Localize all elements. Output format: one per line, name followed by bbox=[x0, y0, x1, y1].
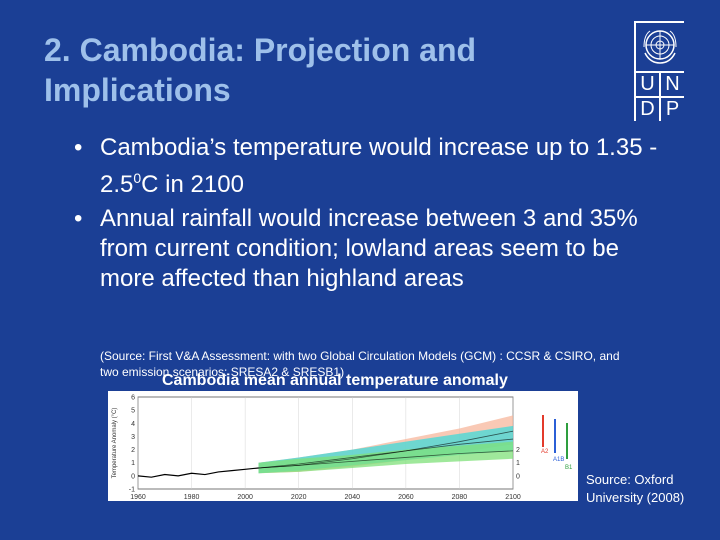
bullet-superscript: 0 bbox=[133, 170, 142, 186]
undp-logo: U N D P bbox=[634, 21, 684, 121]
x-tick-label: 2020 bbox=[291, 494, 307, 501]
y-tick-label: 6 bbox=[131, 395, 135, 402]
logo-letter: N bbox=[661, 73, 684, 96]
x-tick-label: 2080 bbox=[452, 494, 468, 501]
source-note: (Source: First V&A Assessment: with two … bbox=[100, 349, 620, 379]
series-line bbox=[258, 438, 514, 469]
legend-label: A2 bbox=[541, 449, 549, 455]
y-tick-label: 5 bbox=[131, 408, 135, 415]
x-tick-label: 2000 bbox=[237, 494, 253, 501]
series-line bbox=[258, 450, 514, 469]
x-tick-label: 2040 bbox=[344, 494, 360, 501]
y-tick-label: 3 bbox=[131, 434, 135, 441]
slide-title: 2. Cambodia: Projection and Implications bbox=[44, 32, 477, 108]
bullet-text: Annual rainfall would increase between 3… bbox=[100, 205, 638, 292]
bullet-text: Cambodia’s temperature would increase up… bbox=[100, 134, 658, 198]
x-tick-label: 2060 bbox=[398, 494, 414, 501]
right-tick-label: 2 bbox=[516, 447, 520, 454]
bullet-list: • Cambodia’s temperature would increase … bbox=[74, 133, 664, 298]
chart-title: Cambodia mean annual temperature anomaly bbox=[162, 372, 508, 389]
legend-label: B1 bbox=[565, 465, 573, 471]
logo-letter: U bbox=[636, 73, 659, 96]
right-tick-label: 0 bbox=[516, 473, 520, 480]
y-tick-label: 0 bbox=[131, 473, 135, 480]
y-tick-label: 2 bbox=[131, 447, 135, 454]
legend-label: A1B bbox=[553, 457, 564, 463]
x-tick-label: 2100 bbox=[505, 494, 521, 501]
uncertainty-band bbox=[258, 441, 513, 474]
x-tick-label: 1980 bbox=[184, 494, 200, 501]
bullet-item: • Cambodia’s temperature would increase … bbox=[74, 133, 664, 200]
x-tick-label: 1960 bbox=[130, 494, 146, 501]
temperature-anomaly-chart: 1960 1980 2000 2020 2040 2060 2080 2100 6 5 4 3 2 1 0 -… bbox=[108, 391, 578, 501]
bullet-tail: C in 2100 bbox=[141, 171, 244, 198]
un-emblem-icon bbox=[636, 23, 684, 71]
bullet-marker: • bbox=[74, 134, 83, 161]
bullet-item: • Annual rainfall would increase between… bbox=[74, 204, 664, 294]
right-tick-label: 1 bbox=[516, 460, 520, 467]
logo-letter: D bbox=[636, 98, 659, 121]
logo-letter: P bbox=[661, 98, 684, 121]
y-tick-label: 4 bbox=[131, 421, 135, 428]
observed-line bbox=[137, 467, 259, 478]
y-axis-label: Temperature Anomaly (°C) bbox=[112, 408, 118, 479]
y-tick-label: 1 bbox=[131, 460, 135, 467]
bullet-marker: • bbox=[74, 205, 83, 232]
y-tick-label: -1 bbox=[129, 487, 135, 494]
image-source-text: Source: Oxford University (2008) bbox=[586, 472, 685, 505]
